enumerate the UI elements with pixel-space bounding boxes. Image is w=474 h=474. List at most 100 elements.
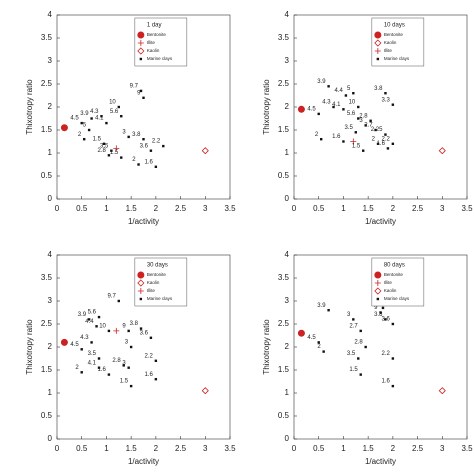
point-label: 10 [99, 323, 106, 329]
legend-label: Illite [384, 280, 392, 285]
point-label: 10 [349, 100, 356, 106]
marker-marine [342, 140, 345, 143]
marker-marine [317, 341, 320, 344]
marker-marine [129, 345, 133, 349]
marker-marine [95, 325, 98, 328]
marker-bentonite [297, 329, 305, 337]
legend-title: 1 day [147, 23, 162, 29]
legend-label: Marine clays [384, 296, 410, 301]
point-label: 9 [374, 305, 378, 311]
marker-marine [82, 138, 86, 141]
point-label: 5 [347, 86, 351, 92]
legend-label: Kaolin [147, 280, 160, 285]
legend-box [371, 17, 425, 67]
marker-marine [374, 128, 377, 132]
legend-title: 80 days [384, 263, 405, 269]
legend-label: Bentonite [147, 32, 167, 37]
marker-bentonite [137, 271, 145, 279]
point-label: 3.9 [78, 312, 87, 318]
marker-marine [127, 135, 130, 139]
point-label: 3.8 [130, 321, 139, 327]
y-tick-label: 1.5 [278, 125, 290, 134]
y-tick-label: 1 [48, 148, 53, 157]
point-label: 1.6 [98, 367, 107, 373]
point-label: 1.5 [93, 136, 102, 142]
x-tick-label: 3 [440, 204, 445, 213]
point-label: 4.4 [335, 88, 344, 94]
point-label: 2.2 [145, 353, 154, 359]
point-label: 1.5 [349, 367, 358, 373]
point-label: 2 [372, 136, 376, 142]
legend-label: Kaolin [147, 48, 160, 53]
x-tick-label: 1 [341, 204, 346, 213]
point-label: 2 [75, 365, 79, 371]
marker-marine [352, 318, 355, 321]
y-tick-label: 0 [285, 434, 290, 443]
x-axis-label: 1/activity [365, 457, 396, 466]
point-label: 9 [137, 90, 141, 96]
x-tick-label: 2 [391, 444, 396, 453]
x-tick-label: 1.5 [363, 204, 375, 213]
point-label: 3.8 [374, 312, 383, 318]
marker-marine [357, 105, 360, 109]
point-label: 9 [122, 323, 126, 329]
marker-marine [87, 318, 91, 321]
marker-marine [142, 96, 145, 99]
point-label: 2.8 [359, 113, 368, 119]
marker-marine [391, 384, 395, 388]
marker-marine [107, 329, 111, 333]
marker-marine [102, 142, 106, 145]
legend-title: 30 days [147, 263, 168, 269]
marker-marine [139, 57, 143, 61]
x-tick-label: 0.5 [76, 204, 88, 213]
y-tick-label: 2.5 [41, 79, 53, 88]
marker-kaolin [438, 387, 446, 395]
y-tick-label: 3.5 [41, 273, 53, 282]
point-label: 10 [109, 100, 116, 106]
point-label: 9.7 [130, 83, 139, 89]
point-label: 3.9 [80, 111, 89, 117]
point-label: 1.5 [352, 143, 361, 149]
y-tick-label: 0 [48, 194, 53, 203]
y-tick-label: 3 [285, 296, 290, 305]
y-axis-label: Thixotropy ratio [262, 79, 271, 135]
marker-marine [332, 105, 335, 109]
marker-marine [379, 311, 382, 314]
marker-marine [391, 103, 395, 106]
marker-bentonite [297, 105, 305, 113]
point-label: 3.5 [344, 125, 353, 131]
marker-illite [113, 327, 120, 334]
y-tick-label: 4 [285, 10, 290, 19]
marker-marine [149, 336, 153, 339]
marker-illite [350, 138, 357, 145]
marker-kaolin [201, 147, 209, 155]
x-tick-label: 0.5 [313, 204, 325, 213]
marker-marine [322, 350, 325, 353]
x-axis-label: 1/activity [128, 457, 159, 466]
marker-marine [162, 144, 165, 148]
x-tick-label: 0 [292, 204, 297, 213]
y-tick-label: 1.5 [278, 365, 290, 374]
marker-illite [113, 145, 120, 152]
marker-marine [319, 138, 323, 141]
y-tick-label: 2 [48, 342, 53, 351]
marker-marine [117, 105, 120, 109]
legend-label: Marine clays [384, 56, 410, 61]
point-label: 3.6 [140, 143, 149, 149]
point-label: 4.5 [307, 106, 316, 112]
x-tick-label: 3 [440, 444, 445, 453]
x-tick-label: 2.5 [175, 444, 187, 453]
marker-marine [139, 327, 143, 330]
legend-box [134, 17, 188, 67]
marker-marine [107, 373, 111, 376]
legend-label: Illite [384, 48, 392, 53]
x-tick-label: 2 [391, 204, 396, 213]
marker-marine [362, 149, 365, 152]
legend-box [371, 257, 425, 307]
marker-marine [384, 318, 387, 321]
y-tick-label: 2 [285, 102, 290, 111]
point-label: 4.5 [70, 342, 79, 348]
marker-marine [357, 357, 360, 360]
marker-marine [80, 371, 83, 374]
